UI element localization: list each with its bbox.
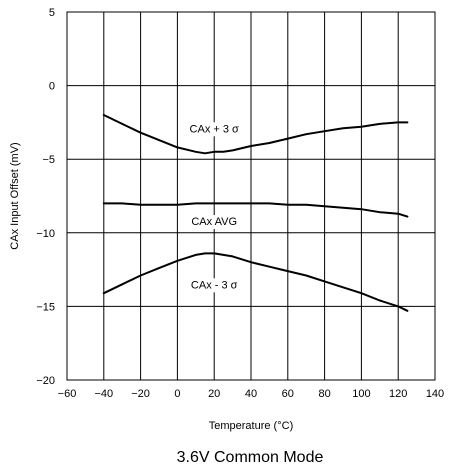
annotation-background xyxy=(185,122,244,137)
x-tick-label: −60 xyxy=(58,388,77,400)
annotation-label: CAx AVG xyxy=(191,216,237,228)
y-tick-label: −10 xyxy=(36,228,55,240)
series-line-1 xyxy=(102,114,409,155)
x-tick-label: 0 xyxy=(174,388,180,400)
y-axis-label: CAx Input Offset (mV) xyxy=(9,142,21,249)
x-tick-label: −20 xyxy=(131,388,150,400)
x-tick-label: 140 xyxy=(426,388,444,400)
x-tick-labels: −60 −40 −20 0 20 40 60 80 100 120 140 xyxy=(58,388,445,400)
series-line-3 xyxy=(102,252,409,312)
plot-frame xyxy=(66,11,436,381)
x-tick-label: 60 xyxy=(282,388,294,400)
y-tick-label: −15 xyxy=(36,301,55,313)
series-line-2 xyxy=(102,202,409,218)
annotation-background xyxy=(186,278,242,293)
y-tick-label: 5 xyxy=(49,7,55,19)
x-tick-label: 120 xyxy=(389,388,407,400)
x-tick-label: 80 xyxy=(318,388,330,400)
series-annotation-2: CAx AVG xyxy=(187,215,242,230)
x-tick-label: −40 xyxy=(94,388,113,400)
grid-lines xyxy=(66,11,436,381)
y-tick-label: −5 xyxy=(42,154,55,166)
series-annotation-1: CAx + 3 σ xyxy=(185,122,244,137)
series-layer xyxy=(102,114,409,312)
y-tick-label: 0 xyxy=(49,81,55,93)
x-tick-label: 20 xyxy=(208,388,220,400)
series-annotation-3: CAx - 3 σ xyxy=(186,278,242,293)
annotation-label: CAx - 3 σ xyxy=(191,279,238,291)
chart-title: 3.6V Common Mode xyxy=(177,449,324,466)
x-axis-label: Temperature (°C) xyxy=(209,420,293,432)
x-tick-label: 100 xyxy=(352,388,370,400)
annotation-label: CAx + 3 σ xyxy=(190,123,239,135)
y-tick-label: −20 xyxy=(36,375,55,387)
x-tick-label: 40 xyxy=(245,388,257,400)
annotation-background xyxy=(187,215,242,230)
y-tick-labels: 5 0 −5 −10 −15 −20 xyxy=(36,7,55,387)
series-annotations: CAx + 3 σ CAx AVG CAx - 3 σ xyxy=(185,122,244,293)
